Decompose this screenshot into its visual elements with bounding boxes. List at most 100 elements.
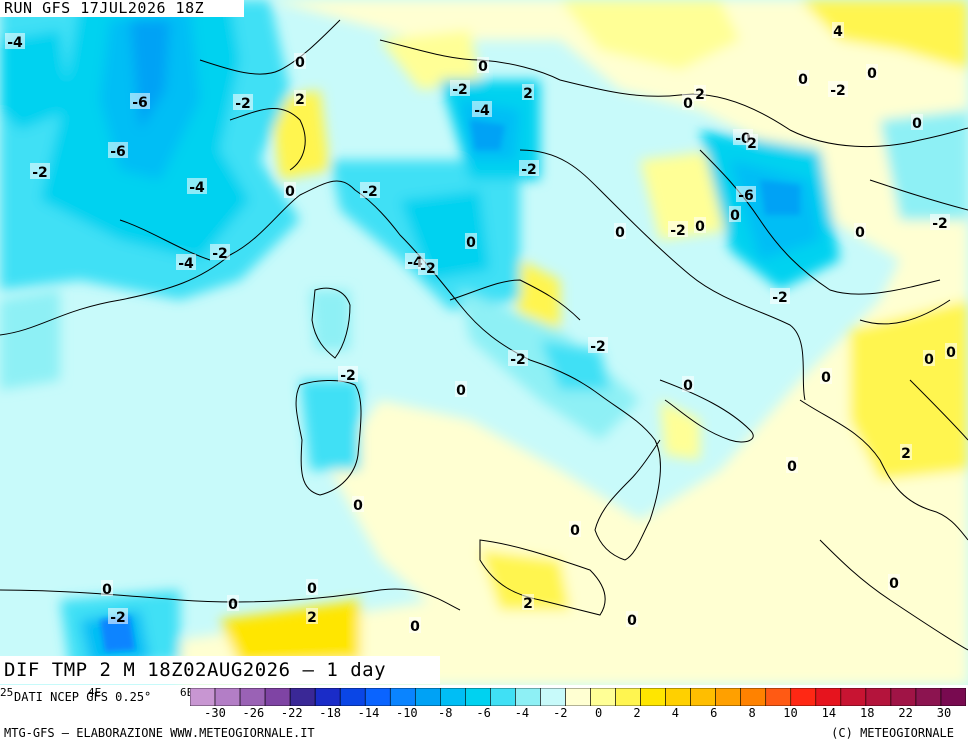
svg-text:-2: -2 — [772, 290, 788, 306]
contour-label: 0 — [614, 223, 626, 241]
contour-label: -2 — [668, 221, 688, 239]
svg-text:0: 0 — [307, 581, 317, 597]
contour-labels: -40-6 -2 2-6-2-4 0 -2-2-40-2 2-4-20-4-20 -2 00-… — [5, 22, 957, 635]
legend-tick-label: 18 — [860, 706, 875, 720]
contour-label: 0 — [477, 57, 489, 75]
legend-tick-label: -22 — [280, 706, 303, 720]
contour-label: -4 — [176, 254, 196, 272]
contour-label: 0 — [797, 70, 809, 88]
legend-tick-label: 8 — [748, 706, 756, 720]
svg-text:-6: -6 — [738, 188, 754, 204]
coastlines — [0, 19, 968, 651]
contour-label: -6 — [130, 93, 150, 111]
svg-text:-2: -2 — [590, 339, 606, 355]
svg-text:-2: -2 — [521, 162, 537, 178]
svg-text:2: 2 — [747, 136, 757, 152]
svg-text:-6: -6 — [132, 95, 148, 111]
contour-label: 0 — [854, 223, 866, 241]
contour-label: 0 — [352, 496, 364, 514]
svg-text:-2: -2 — [420, 261, 436, 277]
legend-swatch — [214, 688, 241, 706]
legend-swatch — [289, 688, 316, 706]
contour-label: -2 — [233, 94, 253, 112]
contour-label: 0 — [911, 114, 923, 132]
run-label: RUN GFS 17JUL2026 18Z — [0, 0, 245, 17]
legend-swatch — [765, 688, 792, 706]
svg-text:-2: -2 — [932, 216, 948, 232]
svg-text:-2: -2 — [110, 610, 126, 626]
svg-text:2: 2 — [307, 610, 317, 626]
contour-label: 0 — [227, 595, 239, 613]
svg-text:0: 0 — [353, 498, 363, 514]
contour-label: 0 — [786, 457, 798, 475]
legend-swatch — [840, 688, 867, 706]
svg-text:0: 0 — [456, 383, 466, 399]
contour-label: -2 — [360, 182, 380, 200]
footer-copyright: (C) METEOGIORNALE — [831, 726, 954, 740]
contour-label: 2 — [306, 608, 318, 626]
legend-tick-label: 14 — [821, 706, 837, 720]
anomaly-field — [0, 0, 968, 685]
contour-label: -2 — [450, 80, 470, 98]
contour-label: 0 — [455, 381, 467, 399]
contour-label: 0 — [626, 611, 638, 629]
legend-swatch — [865, 688, 892, 706]
contour-label: 0 — [866, 64, 878, 82]
contour-label: 0 — [682, 376, 694, 394]
legend-tick-label: -26 — [242, 706, 265, 720]
contour-label: 0 — [306, 579, 318, 597]
contour-label: -2 — [770, 288, 790, 306]
svg-text:0: 0 — [410, 619, 420, 635]
temperature-anomaly-map: -4 0 -6 -2 2 -6 -2 -4 0 -2 -2 -4 0 -2 2 -4 -2 0 -4 -2 0 -2 0 0-… — [0, 0, 968, 685]
contour-label: 0 — [923, 350, 935, 368]
legend-tick-label: -18 — [319, 706, 341, 720]
svg-text:-2: -2 — [452, 82, 468, 98]
contour-label: 2 — [900, 444, 912, 462]
legend-swatch — [690, 688, 716, 706]
svg-text:-4: -4 — [189, 180, 205, 196]
legend-tick-label: -30 — [204, 706, 226, 720]
svg-text:0: 0 — [924, 352, 934, 368]
map-title: DIF TMP 2 M 18Z02AUG2026 — 1 day — [0, 656, 440, 684]
svg-text:0: 0 — [798, 72, 808, 88]
contour-label: 0 — [820, 368, 832, 386]
contour-label: -2 — [108, 608, 128, 626]
legend-swatch — [490, 688, 516, 706]
svg-text:0: 0 — [683, 96, 693, 112]
svg-text:0: 0 — [295, 55, 305, 71]
axis-fragment-left: 25 — [0, 686, 14, 699]
svg-text:0: 0 — [683, 378, 693, 394]
contour-label: 2 — [522, 594, 534, 612]
legend-swatch — [264, 688, 291, 706]
contour-label: 0 — [284, 182, 296, 200]
data-source-credit: DATI NCEP GFS 0.25° — [14, 690, 152, 704]
svg-text:-6: -6 — [110, 144, 126, 160]
svg-text:0: 0 — [889, 576, 899, 592]
svg-text:-2: -2 — [830, 83, 846, 99]
svg-text:0: 0 — [912, 116, 922, 132]
contour-label: 0 — [294, 53, 306, 71]
svg-text:0: 0 — [946, 345, 956, 361]
contour-label: -6 — [736, 186, 756, 204]
svg-text:-4: -4 — [178, 256, 194, 272]
contour-label: -2 — [418, 259, 438, 277]
legend-swatch — [414, 688, 441, 706]
contour-label: -4 — [472, 101, 492, 119]
contour-label: -2 — [210, 244, 230, 262]
legend-tick-label: 2 — [633, 706, 641, 720]
legend-swatch — [615, 688, 641, 706]
legend-swatch — [339, 688, 366, 706]
legend-swatch — [940, 688, 966, 706]
contour-label: -2 — [508, 350, 528, 368]
legend-swatch — [790, 688, 817, 706]
svg-text:-4: -4 — [474, 103, 490, 119]
svg-text:-2: -2 — [670, 223, 686, 239]
svg-text:-2: -2 — [510, 352, 526, 368]
legend-tick-label: -10 — [395, 706, 418, 720]
svg-text:-2: -2 — [235, 96, 251, 112]
contour-label: 0 — [888, 574, 900, 592]
contour-label: -2 — [338, 366, 358, 384]
contour-label: -4 — [187, 178, 207, 196]
color-legend-bar — [190, 688, 966, 706]
legend-swatch — [915, 688, 942, 706]
